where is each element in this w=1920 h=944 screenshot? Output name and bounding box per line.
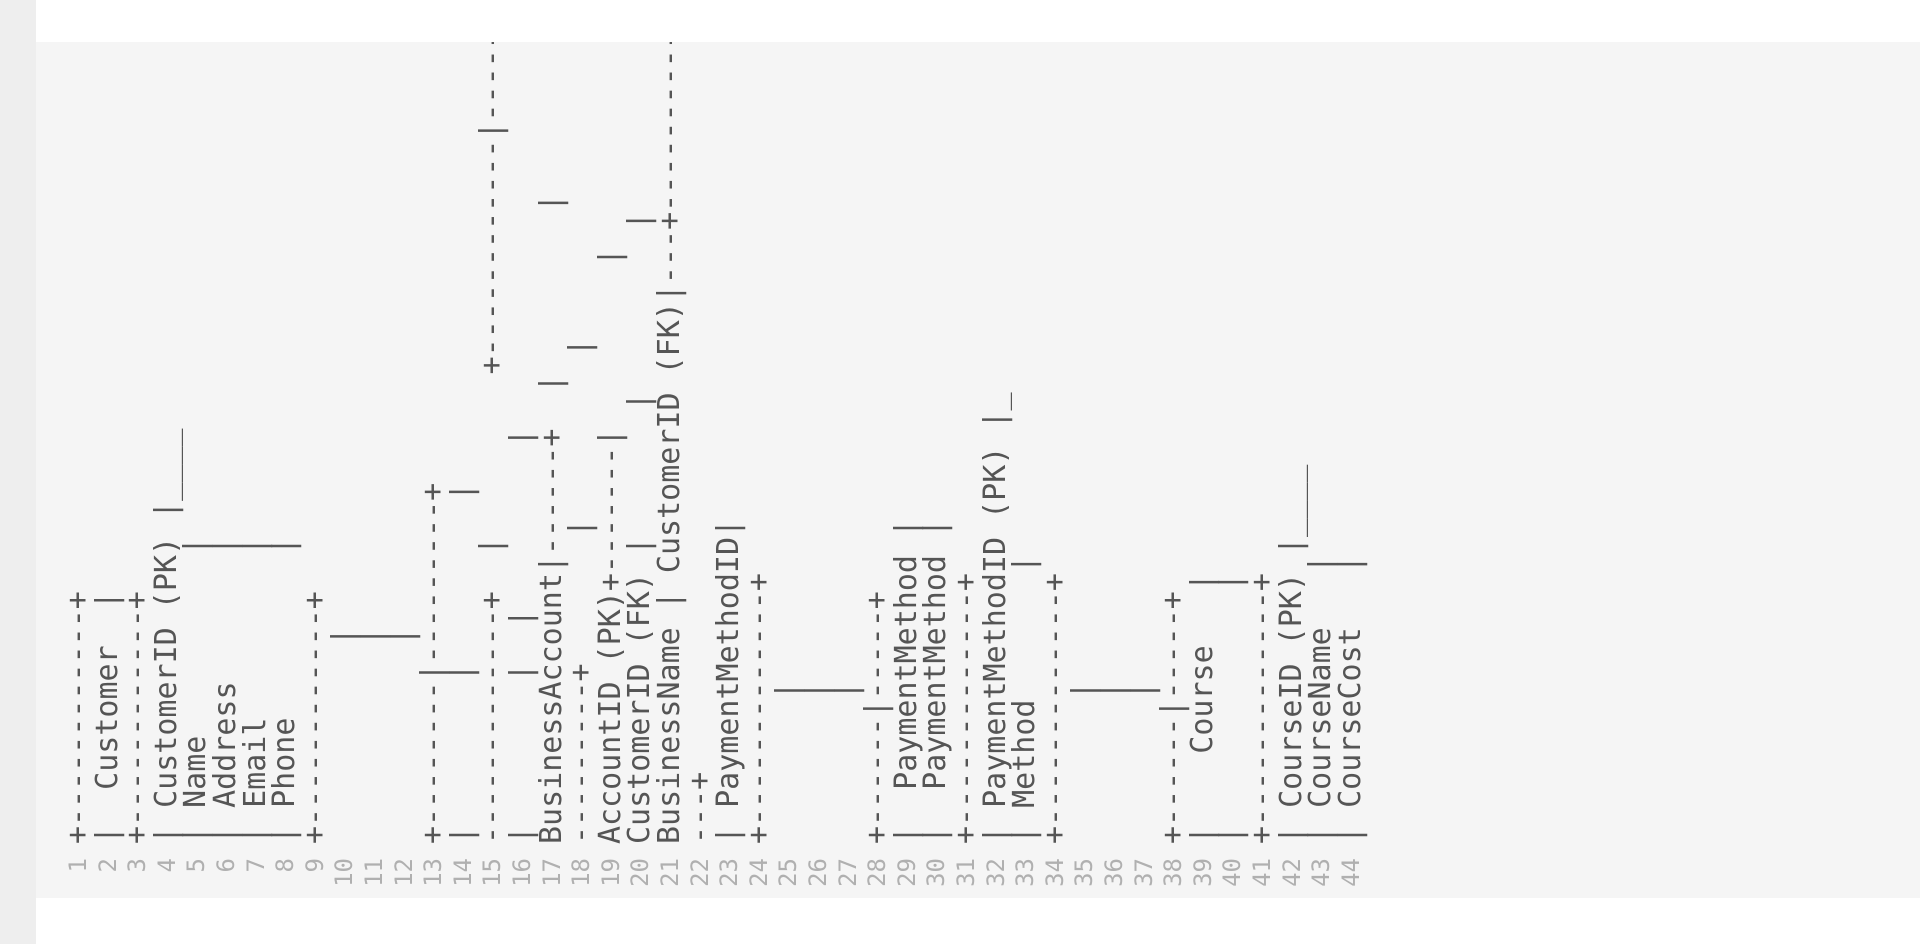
code-listing: 1 +------------+ 2 | Customer | 3 +----------… [36, 42, 1920, 898]
line-number: 44 [1336, 858, 1365, 887]
line-text: | CourseCost | [1332, 555, 1368, 844]
code-line: 44 | CourseCost | [1333, 42, 1369, 898]
code-block: 1 +------------+ 2 | Customer | 3 +----------… [36, 42, 1920, 898]
page-gutter [0, 0, 36, 944]
